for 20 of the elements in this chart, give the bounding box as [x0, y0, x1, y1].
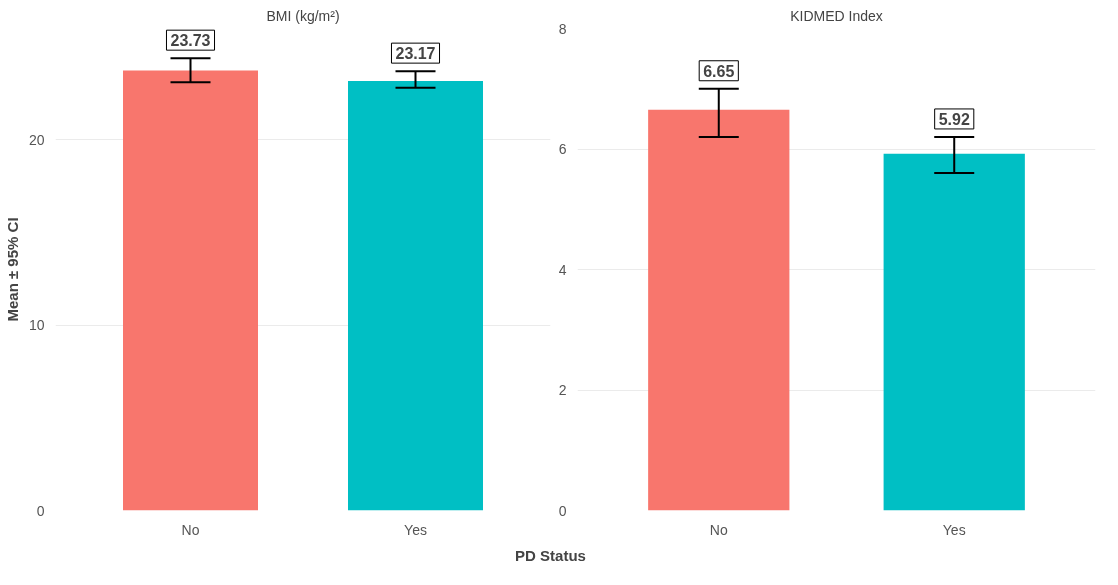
- chart-title: KIDMED Index: [790, 7, 883, 24]
- x-axis-title: PD Status: [515, 547, 586, 564]
- y-tick-label: 0: [36, 502, 45, 519]
- y-axis-title: Mean ± 95% CI: [3, 217, 21, 322]
- y-tick-label: 20: [28, 131, 45, 148]
- chart-title: BMI (kg/m²): [266, 7, 340, 24]
- y-tick-label: 6: [558, 141, 567, 157]
- y-tick-label: 2: [558, 382, 567, 398]
- x-tick-label: Yes: [942, 521, 966, 538]
- data-label: 5.92: [938, 110, 970, 128]
- x-tick-label: Yes: [404, 521, 427, 538]
- y-tick-label: 8: [558, 20, 567, 37]
- data-label: 23.73: [170, 32, 211, 50]
- y-tick-label: 0: [558, 502, 567, 519]
- x-tick-label: No: [709, 521, 728, 538]
- data-label: 23.17: [395, 45, 436, 63]
- data-label: 6.65: [703, 62, 735, 80]
- y-tick-label: 4: [558, 261, 567, 278]
- x-tick-label: No: [181, 521, 200, 538]
- y-tick-label: 10: [28, 317, 45, 334]
